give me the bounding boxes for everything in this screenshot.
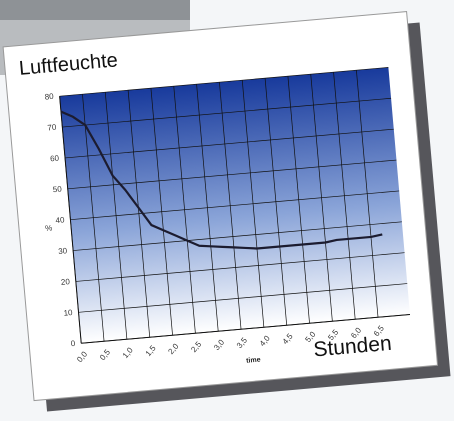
x-axis-label: time [246,357,261,365]
grid-line [264,78,288,326]
x-axis [81,313,411,344]
y-tick-label: 40 [55,215,65,225]
y-tick-label: 10 [63,308,73,318]
grid-line [173,86,196,334]
grid-line [82,94,105,342]
grid-line [241,80,265,328]
grid-line [287,76,310,324]
grid-line [104,92,128,340]
grid-line [333,72,356,320]
y-tick-label: 80 [44,92,54,102]
y-tick-label: 30 [58,246,68,256]
device-edge [0,0,190,20]
grid-line [310,74,333,322]
y-tick-label: 70 [47,123,57,133]
grid-line [356,70,379,318]
grid-line [127,90,151,338]
y-tick-label: 0 [70,339,76,348]
grid-line [219,82,242,330]
data-line [60,110,383,250]
y-tick-label: 50 [52,184,62,194]
card: Luftfeuchte % time Stunden 0102030405060… [2,11,451,412]
y-axis-label: % [45,223,53,233]
y-axis [59,96,82,344]
y-tick-label: 60 [50,154,60,164]
grid-line [150,88,173,336]
grid-line [196,84,219,332]
y-tick-label: 20 [61,277,71,287]
